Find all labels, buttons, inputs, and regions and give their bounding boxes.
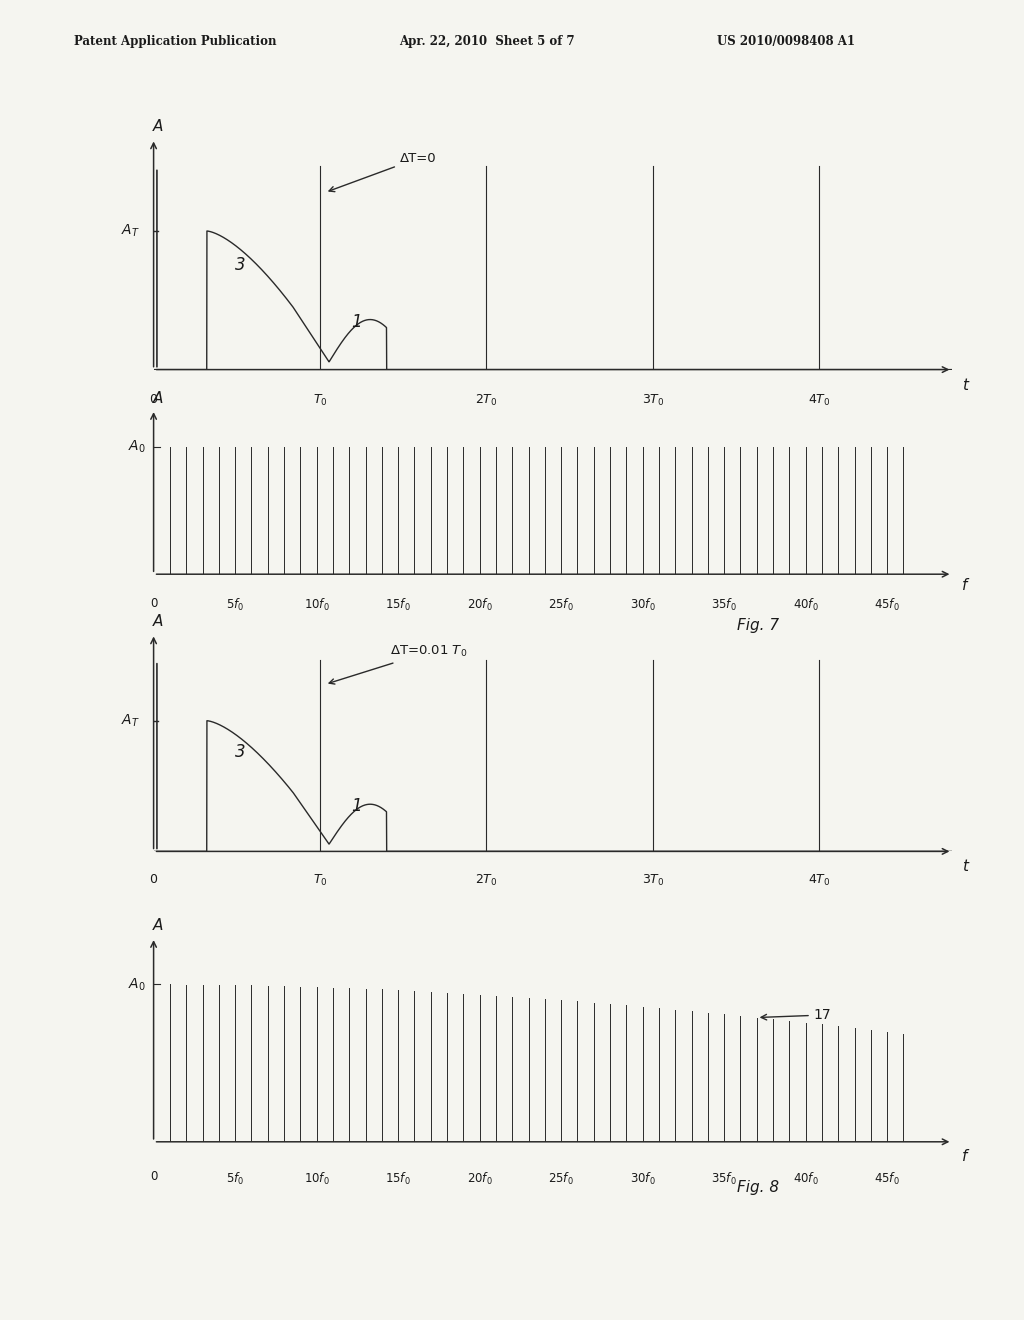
Text: Fig. 7: Fig. 7 [736,618,779,632]
Text: $25f_0$: $25f_0$ [548,1171,574,1187]
Text: 3: 3 [234,743,246,762]
Text: $T_0$: $T_0$ [312,874,328,888]
Text: A: A [153,614,163,630]
Text: t: t [962,859,968,874]
Text: $15f_0$: $15f_0$ [385,597,411,614]
Text: Fig. 8: Fig. 8 [736,1180,779,1195]
Text: $20f_0$: $20f_0$ [467,1171,493,1187]
Text: A: A [153,119,163,133]
Text: $3T_0$: $3T_0$ [641,874,665,888]
Text: $30f_0$: $30f_0$ [630,597,655,614]
Text: A: A [153,391,163,407]
Text: $25f_0$: $25f_0$ [548,597,574,614]
Text: $40f_0$: $40f_0$ [793,1171,818,1187]
Text: $35f_0$: $35f_0$ [712,1171,737,1187]
Text: 1: 1 [351,313,361,331]
Text: $35f_0$: $35f_0$ [712,597,737,614]
Text: f: f [962,578,968,593]
Text: 0: 0 [150,597,158,610]
Text: $30f_0$: $30f_0$ [630,1171,655,1187]
Text: US 2010/0098408 A1: US 2010/0098408 A1 [717,34,855,48]
Text: A: A [153,919,163,933]
Text: t: t [962,379,968,393]
Text: $10f_0$: $10f_0$ [304,597,330,614]
Text: $5f_0$: $5f_0$ [226,1171,244,1187]
Text: 3: 3 [234,256,246,273]
Text: $2T_0$: $2T_0$ [475,393,498,408]
Text: $A_T$: $A_T$ [122,223,140,239]
Text: $5f_0$: $5f_0$ [226,597,244,614]
Text: $4T_0$: $4T_0$ [808,393,830,408]
Text: $A_0$: $A_0$ [128,440,145,455]
Text: ΔT=0.01 $T_0$: ΔT=0.01 $T_0$ [329,644,467,684]
Text: $4T_0$: $4T_0$ [808,874,830,888]
Text: 0: 0 [150,1171,158,1184]
Text: $45f_0$: $45f_0$ [874,597,900,614]
Text: $T_0$: $T_0$ [312,393,328,408]
Text: ΔT=0: ΔT=0 [329,152,436,191]
Text: $10f_0$: $10f_0$ [304,1171,330,1187]
Text: $A_0$: $A_0$ [128,977,145,993]
Text: $A_T$: $A_T$ [122,713,140,729]
Text: $20f_0$: $20f_0$ [467,597,493,614]
Text: $3T_0$: $3T_0$ [641,393,665,408]
Text: $15f_0$: $15f_0$ [385,1171,411,1187]
Text: $2T_0$: $2T_0$ [475,874,498,888]
Text: $45f_0$: $45f_0$ [874,1171,900,1187]
Text: f: f [962,1148,968,1164]
Text: 1: 1 [351,797,361,816]
Text: Patent Application Publication: Patent Application Publication [74,34,276,48]
Text: $40f_0$: $40f_0$ [793,597,818,614]
Text: 17: 17 [761,1008,831,1022]
Text: Apr. 22, 2010  Sheet 5 of 7: Apr. 22, 2010 Sheet 5 of 7 [399,34,575,48]
Text: 0: 0 [150,874,158,886]
Text: 0: 0 [150,393,158,405]
